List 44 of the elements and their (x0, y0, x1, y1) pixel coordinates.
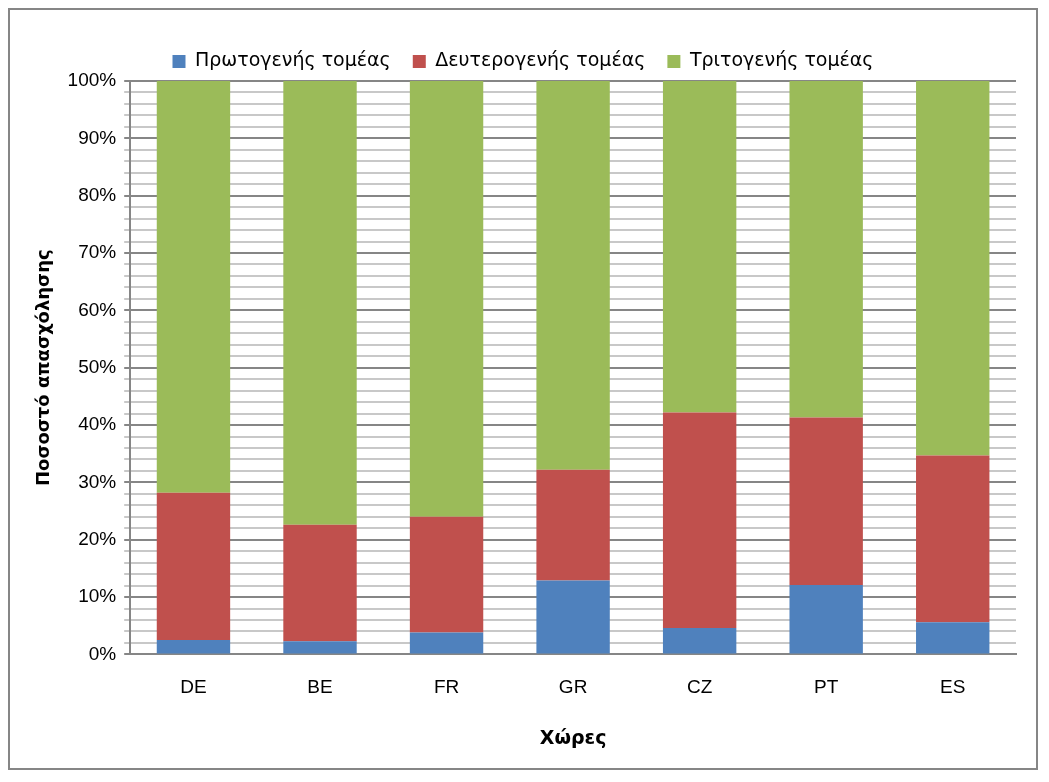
y-axis-title: Ποσοστό απασχόλησης (32, 249, 54, 487)
bar (283, 641, 357, 654)
bar (789, 417, 863, 586)
x-tick-label: CZ (686, 676, 713, 698)
y-tick-label: 40% (78, 413, 117, 435)
bar (536, 81, 610, 470)
y-tick-label: 80% (78, 183, 117, 205)
bar (156, 492, 231, 641)
y-tick-label: 100% (67, 69, 117, 91)
bar (283, 524, 357, 642)
x-tick-label: PT (814, 676, 839, 698)
bar (662, 628, 737, 654)
bar (916, 81, 990, 456)
bar (409, 81, 484, 517)
bar (662, 412, 737, 629)
bar (789, 81, 863, 418)
bar (409, 632, 484, 654)
y-tick-label: 10% (78, 585, 117, 607)
x-axis-title: Χώρες (539, 725, 607, 748)
y-tick-label: 0% (88, 642, 117, 664)
bar (916, 455, 990, 623)
bar (156, 640, 231, 654)
x-tick-label: BE (307, 676, 333, 698)
bar (156, 81, 231, 493)
x-tick-label: GR (558, 676, 588, 698)
y-tick-label: 70% (78, 241, 117, 263)
legend-label: Δευτερογενής τομέας (435, 48, 646, 71)
bar (662, 81, 737, 413)
y-tick-label: 30% (78, 470, 117, 492)
y-tick-label: 90% (78, 126, 117, 148)
legend-label: Τριτογενής τομέας (688, 48, 874, 71)
bar (283, 81, 357, 525)
y-tick-label: 20% (78, 527, 117, 549)
bar (536, 469, 610, 581)
y-tick-label: 60% (78, 298, 117, 320)
bar (409, 516, 484, 633)
x-tick-label: ES (940, 676, 966, 698)
legend-label: Πρωτογενής τομέας (194, 48, 391, 71)
bar (536, 580, 610, 654)
x-tick-label: FR (433, 676, 460, 698)
y-tick-label: 50% (78, 355, 117, 377)
bar (916, 622, 990, 654)
bar (789, 585, 863, 654)
x-tick-label: DE (180, 676, 207, 698)
